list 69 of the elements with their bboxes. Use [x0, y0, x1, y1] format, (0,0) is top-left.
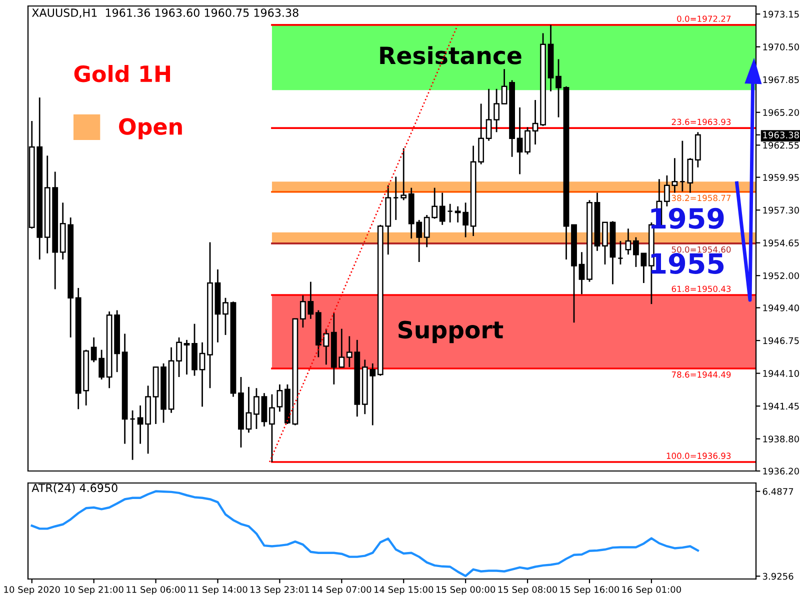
- y-tick-label: 1944.10: [763, 370, 799, 377]
- candlestick: [625, 228, 632, 256]
- candlestick: [501, 68, 508, 104]
- candlestick: [400, 148, 407, 201]
- y-tick-label: 6.4877: [762, 488, 794, 495]
- candlestick: [556, 58, 562, 118]
- candlestick: [516, 106, 523, 175]
- y-tick-label: 1962.55: [763, 142, 799, 149]
- candlestick: [184, 339, 190, 376]
- ref-line-label: 78.6=1944.49: [672, 371, 731, 378]
- y-tick-label: 1941.45: [763, 402, 799, 410]
- candlestick: [269, 394, 275, 463]
- y-tick-label: 1967.85: [763, 76, 799, 84]
- ref-line-label: 100.0=1936.93: [666, 452, 731, 459]
- legend-label: Open: [119, 118, 182, 140]
- chart-title: ATR(24) 4.6950: [32, 483, 118, 494]
- candlestick: [687, 157, 694, 194]
- candlestick: [602, 222, 608, 266]
- y-tick-label: 1970.50: [763, 44, 799, 50]
- x-tick-label: 15 Sep 08:00: [498, 586, 558, 595]
- candlestick: [633, 236, 639, 268]
- candlestick: [246, 386, 252, 434]
- y-tick-label: 1938.80: [763, 436, 799, 442]
- y-tick-label: 1946.75: [763, 337, 799, 344]
- candlestick: [176, 336, 182, 378]
- candlestick: [640, 252, 647, 284]
- candlestick: [578, 251, 585, 295]
- candlestick: [532, 99, 538, 146]
- candlestick: [524, 126, 530, 156]
- y-tick-label: 3.9256: [762, 572, 794, 580]
- candlestick: [222, 297, 228, 336]
- ref-line-label: 61.8=1950.43: [672, 286, 731, 292]
- band-label: Resistance: [380, 46, 522, 64]
- y-tick-label: 1957.30: [763, 206, 799, 214]
- candlestick: [199, 342, 206, 408]
- candlestick: [392, 176, 399, 221]
- band-label: Support: [398, 320, 504, 344]
- x-tick-label: 11 Sep 14:00: [188, 586, 248, 595]
- ref-line-label: 50.0=1954.60: [672, 246, 731, 253]
- y-tick-label: 1973.15: [763, 10, 799, 18]
- x-tick-label: 16 Sep 01:00: [622, 586, 681, 595]
- y-tick-label: 1959.95: [763, 174, 799, 181]
- candlestick: [254, 387, 260, 430]
- x-tick-label: 10 Sep 21:00: [64, 586, 124, 595]
- candlestick: [276, 384, 283, 412]
- x-tick-label: 13 Sep 23:01: [250, 586, 309, 595]
- y-tick-label: 1949.40: [763, 304, 799, 312]
- candlestick: [618, 240, 624, 266]
- x-tick-label: 15 Sep 16:00: [560, 586, 620, 595]
- y-tick-label: 1963.38: [763, 132, 799, 138]
- ref-line-label: 38.2=1958.77: [672, 194, 731, 202]
- x-tick-label: 11 Sep 06:00: [126, 586, 186, 595]
- candlestick: [137, 404, 144, 444]
- x-tick-label: 10 Sep 2020: [4, 586, 60, 595]
- x-tick-label: 14 Sep 15:00: [374, 586, 434, 595]
- y-tick-label: 1954.65: [763, 240, 799, 246]
- candlestick: [447, 203, 454, 224]
- ref-line-label: 23.6=1963.93: [672, 118, 731, 126]
- x-tick-label: 15 Sep 00:00: [436, 586, 496, 595]
- y-tick-label: 1936.20: [763, 468, 799, 475]
- y-tick-label: 1952.00: [763, 272, 799, 280]
- annotation: Gold 1H: [74, 64, 170, 82]
- ref-line-label: 0.0=1972.27: [677, 16, 731, 22]
- candlestick: [679, 140, 686, 192]
- chart-title: XAUUSD,H1 1961.36 1963.60 1960.75 1963.38: [32, 8, 298, 18]
- x-tick-label: 14 Sep 07:00: [312, 586, 372, 595]
- y-tick-label: 1965.20: [763, 109, 799, 116]
- candlestick: [439, 192, 446, 226]
- candlestick: [130, 410, 136, 461]
